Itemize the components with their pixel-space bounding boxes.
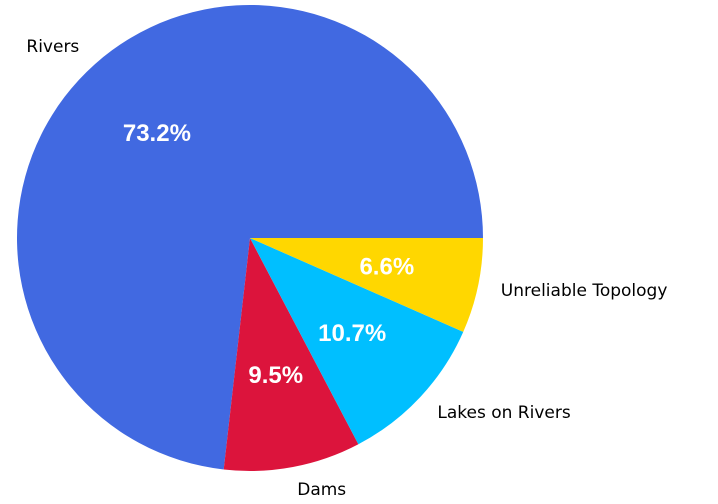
slice-label-unreliable-topology: Unreliable Topology (501, 281, 668, 301)
pie-slices (17, 5, 483, 471)
slice-label-lakes-on-rivers: Lakes on Rivers (437, 403, 570, 423)
slice-label-rivers: Rivers (26, 37, 79, 57)
percent-label-unreliable-topology: 6.6% (359, 253, 414, 280)
percent-label-rivers: 73.2% (123, 120, 191, 147)
percent-label-dams: 9.5% (248, 362, 303, 389)
slice-label-dams: Dams (297, 480, 346, 500)
percent-label-lakes-on-rivers: 10.7% (318, 320, 386, 347)
